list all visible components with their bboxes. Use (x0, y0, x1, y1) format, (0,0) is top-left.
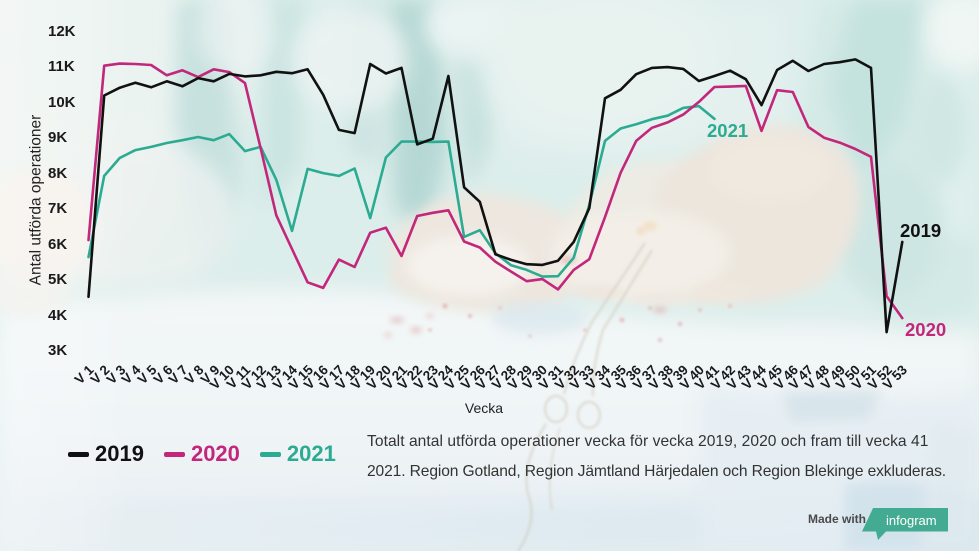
svg-text:infogram: infogram (886, 513, 937, 528)
